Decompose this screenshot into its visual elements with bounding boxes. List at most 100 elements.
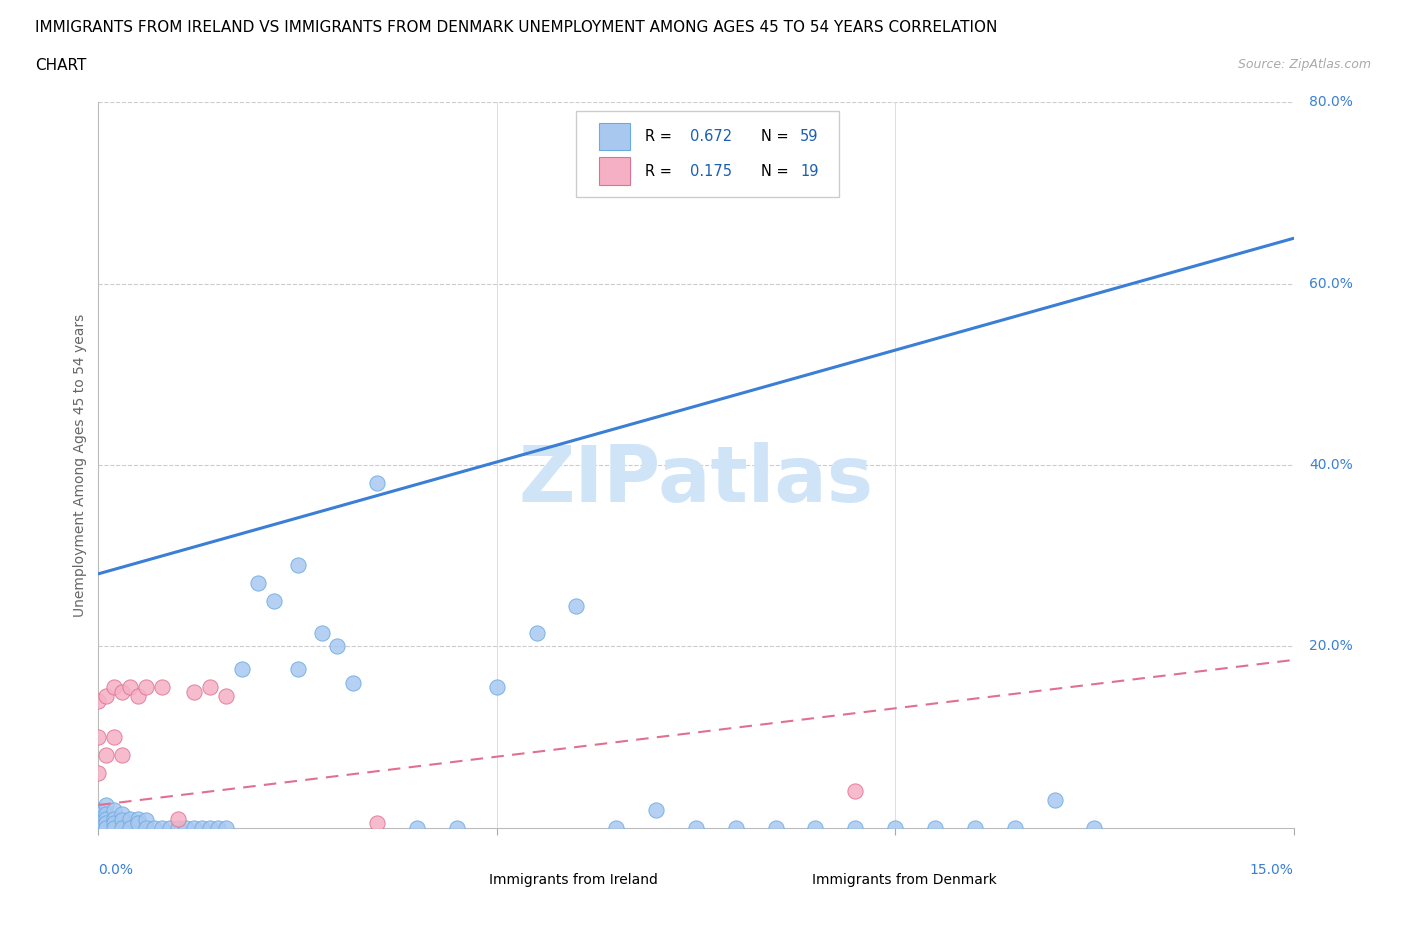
Point <box>1004 820 1026 835</box>
Point <box>287 557 309 572</box>
Text: IMMIGRANTS FROM IRELAND VS IMMIGRANTS FROM DENMARK UNEMPLOYMENT AMONG AGES 45 TO: IMMIGRANTS FROM IRELAND VS IMMIGRANTS FR… <box>35 20 997 35</box>
Point <box>724 820 747 835</box>
Text: 59: 59 <box>800 129 818 144</box>
Point <box>120 811 142 826</box>
Bar <box>599 157 630 185</box>
Point <box>127 811 149 826</box>
Y-axis label: Unemployment Among Ages 45 to 54 years: Unemployment Among Ages 45 to 54 years <box>73 313 87 617</box>
Text: N =: N = <box>761 164 793 179</box>
Point <box>96 820 118 835</box>
Text: 0.175: 0.175 <box>690 164 733 179</box>
Point <box>167 811 190 826</box>
Point <box>87 694 110 709</box>
Point <box>111 748 134 763</box>
Point <box>96 816 118 830</box>
Point <box>804 820 827 835</box>
Point <box>485 680 508 695</box>
Text: 15.0%: 15.0% <box>1250 862 1294 876</box>
Point <box>446 820 468 835</box>
Bar <box>439 870 475 889</box>
Point <box>246 576 269 591</box>
Point <box>884 820 907 835</box>
Point <box>135 680 157 695</box>
Point <box>135 813 157 828</box>
Point <box>1043 793 1066 808</box>
Point <box>311 625 333 640</box>
Text: ZIPatlas: ZIPatlas <box>519 442 873 517</box>
Text: 60.0%: 60.0% <box>1309 276 1353 291</box>
Point <box>150 820 173 835</box>
Bar <box>762 870 797 889</box>
Text: R =: R = <box>644 164 676 179</box>
Point <box>215 820 238 835</box>
Point <box>765 820 787 835</box>
Point <box>366 476 388 491</box>
Point <box>159 820 181 835</box>
Point <box>198 680 221 695</box>
Point <box>605 820 627 835</box>
FancyBboxPatch shape <box>576 111 839 196</box>
Point <box>143 820 166 835</box>
Text: N =: N = <box>761 129 793 144</box>
Point <box>96 689 118 704</box>
Text: CHART: CHART <box>35 58 87 73</box>
Point <box>526 625 548 640</box>
Point <box>135 820 157 835</box>
Point <box>96 811 118 826</box>
Point <box>111 684 134 699</box>
Point <box>87 806 110 821</box>
Point <box>924 820 946 835</box>
Point <box>96 806 118 821</box>
Point <box>207 820 229 835</box>
Point <box>215 689 238 704</box>
Point <box>645 802 668 817</box>
Text: 20.0%: 20.0% <box>1309 639 1353 654</box>
Point <box>96 748 118 763</box>
Point <box>844 820 866 835</box>
Point <box>87 766 110 781</box>
Point <box>1083 820 1105 835</box>
Point <box>103 811 125 826</box>
Point <box>963 820 986 835</box>
Point <box>167 820 190 835</box>
Text: 40.0%: 40.0% <box>1309 458 1353 472</box>
Point <box>191 820 214 835</box>
Point <box>326 639 349 654</box>
Point <box>120 680 142 695</box>
Point <box>198 820 221 835</box>
Text: 0.0%: 0.0% <box>98 862 134 876</box>
Point <box>231 661 253 676</box>
Point <box>96 798 118 813</box>
Point <box>127 816 149 830</box>
Bar <box>599 123 630 151</box>
Point <box>87 816 110 830</box>
Point <box>183 684 205 699</box>
Text: 0.672: 0.672 <box>690 129 733 144</box>
Point <box>342 675 364 690</box>
Point <box>103 729 125 744</box>
Point <box>111 806 134 821</box>
Point <box>87 802 110 817</box>
Point <box>111 813 134 828</box>
Point <box>366 816 388 830</box>
Point <box>685 820 707 835</box>
Point <box>287 661 309 676</box>
Point <box>406 820 429 835</box>
Point <box>87 729 110 744</box>
Point <box>103 802 125 817</box>
Point <box>150 680 173 695</box>
Point <box>183 820 205 835</box>
Point <box>87 811 110 826</box>
Point <box>685 158 707 173</box>
Point <box>174 820 197 835</box>
Text: Immigrants from Ireland: Immigrants from Ireland <box>489 873 658 887</box>
Point <box>120 820 142 835</box>
Text: Immigrants from Denmark: Immigrants from Denmark <box>811 873 997 887</box>
Point <box>111 820 134 835</box>
Point <box>844 784 866 799</box>
Point <box>103 820 125 835</box>
Text: Source: ZipAtlas.com: Source: ZipAtlas.com <box>1237 58 1371 71</box>
Point <box>127 689 149 704</box>
Text: 80.0%: 80.0% <box>1309 95 1353 110</box>
Text: 19: 19 <box>800 164 818 179</box>
